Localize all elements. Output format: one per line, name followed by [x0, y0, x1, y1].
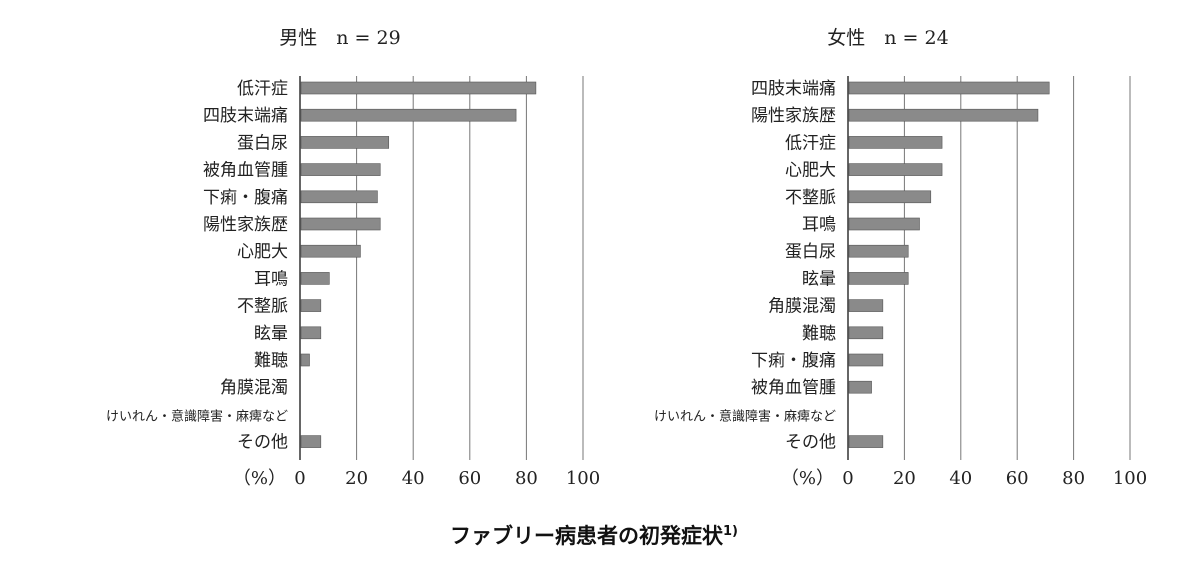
bar: [300, 190, 378, 204]
x-tick-label: 0: [294, 468, 305, 489]
figure-caption: ファブリー病患者の初発症状1): [0, 520, 1188, 550]
bar: [300, 163, 381, 176]
x-tick-label: 20: [345, 468, 368, 489]
bar: [848, 299, 884, 312]
x-tick-label: 80: [1062, 468, 1085, 489]
x-tick-label: 40: [402, 468, 425, 489]
category-label: 眩暈: [802, 269, 836, 289]
caption-text: ファブリー病患者の初発症状: [450, 524, 723, 548]
category-label: 難聴: [254, 351, 288, 371]
x-unit-label: （%）: [233, 468, 286, 489]
category-label: 角膜混濁: [220, 378, 288, 398]
category-label: 四肢末端痛: [203, 106, 288, 126]
bar: [848, 380, 872, 394]
category-label: 蛋白尿: [237, 133, 288, 153]
x-tick-label: 40: [949, 468, 972, 489]
category-label: 陽性家族歴: [751, 106, 836, 126]
bar: [848, 272, 909, 285]
category-label: 下痢・腹痛: [751, 351, 836, 371]
bar: [848, 163, 943, 176]
bar: [300, 435, 322, 448]
x-tick-label: 60: [458, 468, 481, 489]
bar: [300, 81, 537, 95]
bar: [848, 435, 884, 448]
bar: [848, 136, 943, 149]
category-label: けいれん・意識障害・麻痺など: [106, 408, 288, 424]
x-tick-label: 20: [893, 468, 916, 489]
category-label: 耳鳴: [254, 269, 288, 289]
bar: [300, 244, 361, 258]
category-label: 角膜混濁: [768, 297, 836, 317]
bar: [300, 217, 381, 231]
bar: [848, 217, 920, 231]
category-label: 難聴: [802, 324, 836, 344]
category-label: 四肢末端痛: [751, 79, 836, 99]
caption-reference: 1): [723, 524, 738, 539]
category-label: 被角血管腫: [203, 161, 288, 181]
category-label: 蛋白尿: [785, 242, 836, 262]
category-label: 被角血管腫: [751, 378, 836, 398]
bar: [300, 353, 310, 367]
category-label: 陽性家族歴: [203, 215, 288, 235]
bar: [848, 108, 1039, 122]
category-label: 低汗症: [785, 133, 836, 153]
category-label: 低汗症: [237, 79, 288, 99]
bar: [848, 326, 884, 340]
bar: [300, 299, 322, 312]
chart-title: 女性 n = 24: [827, 27, 948, 49]
bar: [848, 190, 932, 204]
x-tick-label: 100: [566, 468, 600, 489]
x-tick-label: 60: [1006, 468, 1029, 489]
bar: [848, 244, 909, 258]
bar: [848, 353, 884, 367]
bar: [300, 272, 330, 285]
bar: [300, 136, 390, 149]
charts-area: 男性 n = 290 20 40 60 80 100（%）低汗症四肢末端痛蛋白尿被角血管腫…: [106, 27, 1147, 489]
bar: [848, 81, 1050, 95]
category-label: 耳鳴: [802, 215, 836, 235]
category-label: その他: [785, 433, 836, 453]
category-label: 下痢・腹痛: [203, 188, 288, 208]
category-label: 不整脈: [785, 188, 836, 208]
male-chart: 男性 n = 29 0 20 40 60 80 100 （%） 低汗症四肢末端痛蛋白尿被角血管腫…: [106, 27, 600, 489]
category-label: 心肥大: [237, 242, 288, 262]
x-tick-label: 80: [515, 468, 538, 489]
category-label: その他: [237, 433, 288, 453]
x-unit-label: （%）: [781, 468, 834, 489]
bar: [300, 108, 517, 122]
x-tick-label: 0: [842, 468, 853, 489]
x-tick-label: 100: [1113, 468, 1147, 489]
category-label: けいれん・意識障害・麻痺など: [654, 408, 836, 424]
category-label: 眩暈: [254, 324, 288, 344]
bar: [300, 326, 322, 340]
category-label: 不整脈: [237, 297, 288, 317]
chart-title: 男性 n = 29: [279, 27, 400, 49]
category-label: 心肥大: [785, 161, 836, 181]
female-chart: 女性 n = 24 0 20 40 60 80 100 （%） 四肢末端痛陽性家族歴低汗症心肥大…: [654, 27, 1147, 489]
